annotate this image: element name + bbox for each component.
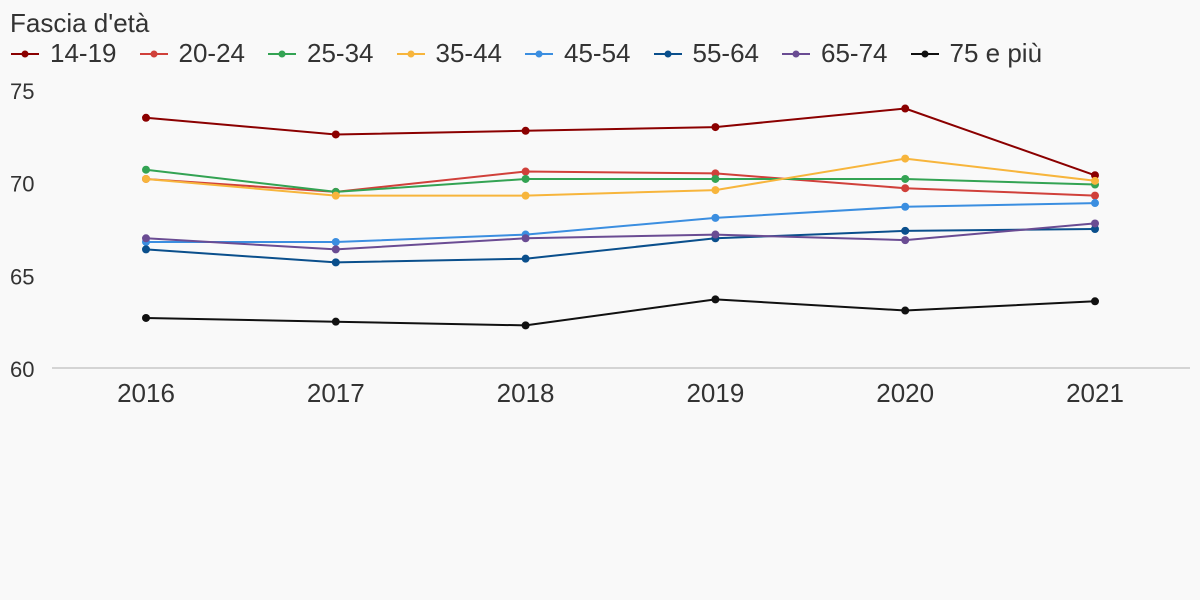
legend-label: 45-54	[564, 38, 631, 68]
series-14-19	[142, 104, 1099, 180]
legend-title: Fascia d'età	[10, 8, 150, 38]
legend-label: 35-44	[435, 38, 503, 68]
data-point	[521, 174, 530, 183]
data-point	[521, 234, 530, 243]
series-line	[145, 157, 1096, 197]
legend: 14-19 20-24 25-34 35-44 45-54 55-64 65-74 75 e …	[10, 38, 1042, 69]
legend-swatch	[653, 50, 682, 57]
x-tick-label: 2016	[117, 378, 175, 408]
legend-swatch	[525, 50, 553, 57]
series-line	[145, 107, 1096, 177]
data-point	[331, 191, 340, 200]
legend-item: 35-44	[396, 38, 503, 69]
legend-label: 25-34	[307, 38, 374, 68]
series-line	[145, 168, 1096, 193]
data-point	[1091, 171, 1099, 180]
data-point	[901, 226, 910, 235]
data-point	[331, 258, 340, 267]
data-point	[1091, 225, 1099, 233]
series-55-64	[142, 225, 1099, 267]
data-point	[1091, 199, 1099, 208]
series-line	[145, 298, 1096, 327]
series-35-44	[142, 154, 1099, 200]
series-line	[145, 222, 1096, 251]
x-tick-label: 2017	[307, 378, 365, 408]
data-point	[331, 245, 340, 254]
data-point	[901, 184, 910, 193]
legend-item: 45-54	[524, 38, 631, 69]
data-point	[142, 113, 150, 122]
data-point	[331, 237, 340, 246]
data-point	[142, 234, 150, 243]
data-point	[711, 174, 720, 183]
legend-item: 14-19	[10, 38, 117, 69]
data-point	[711, 123, 720, 132]
data-point	[1091, 191, 1099, 200]
x-tick-label: 2019	[686, 378, 744, 408]
series-65-74	[142, 219, 1099, 254]
legend-swatch	[782, 50, 810, 57]
legend-item: 75 e più	[910, 38, 1043, 69]
legend-item: 55-64	[653, 38, 760, 69]
legend-swatch	[11, 50, 39, 57]
legend-swatch	[910, 50, 939, 57]
x-tick-label: 2021	[1066, 378, 1124, 408]
series-45-54	[142, 199, 1099, 246]
series-line	[146, 202, 1096, 243]
data-point	[521, 321, 530, 330]
legend-item: 65-74	[781, 38, 888, 69]
x-tick-label: 2018	[497, 378, 555, 408]
data-point	[901, 154, 910, 163]
legend-label: 14-19	[50, 38, 117, 68]
data-point	[901, 104, 910, 113]
data-point	[521, 191, 530, 200]
data-point	[1091, 219, 1099, 228]
series-line	[145, 170, 1096, 197]
legend-item: 25-34	[267, 38, 374, 69]
series-line	[145, 228, 1096, 264]
legend-label: 55-64	[692, 38, 760, 68]
data-point	[711, 230, 720, 239]
data-point	[142, 313, 150, 322]
data-point	[711, 186, 720, 195]
data-point	[901, 202, 910, 211]
legend-label: 65-74	[821, 38, 888, 68]
data-point	[711, 295, 720, 304]
legend-item: 20-24	[139, 38, 246, 69]
series-20-24	[142, 167, 1099, 200]
y-tick-label: 60	[10, 357, 34, 382]
legend-swatch	[268, 50, 296, 57]
data-point	[521, 126, 530, 135]
series-75-e-più	[142, 295, 1099, 330]
data-point	[1091, 176, 1099, 185]
x-tick-label: 2020	[876, 378, 934, 408]
data-point	[901, 306, 910, 315]
data-point	[521, 254, 530, 263]
data-point	[711, 169, 720, 178]
data-point	[1091, 297, 1099, 306]
data-point	[142, 245, 150, 254]
legend-label: 75 e più	[949, 38, 1043, 68]
data-point	[521, 167, 530, 176]
data-point	[711, 213, 720, 222]
y-tick-label: 65	[10, 264, 34, 289]
y-tick-label: 75	[10, 79, 34, 104]
data-point	[142, 174, 150, 183]
y-tick-label: 70	[10, 172, 34, 197]
data-point	[331, 317, 340, 326]
legend-swatch	[139, 50, 168, 57]
data-point	[901, 174, 910, 183]
data-point	[331, 130, 340, 139]
data-point	[901, 236, 910, 245]
legend-swatch	[396, 50, 425, 57]
data-point	[142, 165, 150, 174]
legend-label: 20-24	[178, 38, 246, 68]
